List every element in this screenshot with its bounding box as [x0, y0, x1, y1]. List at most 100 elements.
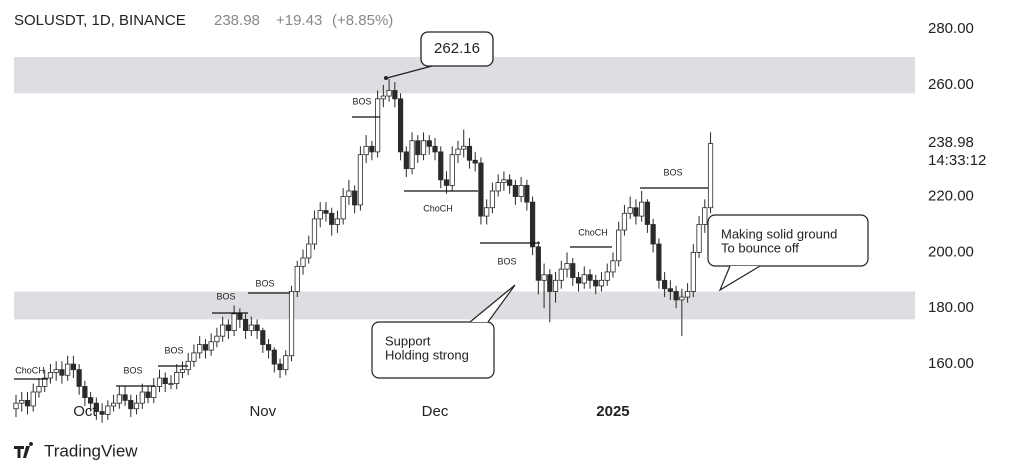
- candle-body: [679, 296, 685, 301]
- structure-label: BOS: [216, 291, 235, 301]
- candle-body: [334, 218, 341, 225]
- candle-body: [277, 363, 283, 371]
- note-box: [371, 321, 495, 379]
- candle-body: [524, 184, 530, 203]
- candle-body: [650, 224, 656, 245]
- candle-body: [110, 402, 117, 407]
- symbol-title: SOLUSDT, 1D, BINANCE: [14, 12, 186, 29]
- candle-body: [116, 394, 122, 404]
- note-text: Support: [385, 333, 431, 348]
- candle-body: [156, 377, 163, 387]
- candle-body: [288, 291, 295, 357]
- brand-name: TradingView: [44, 441, 138, 460]
- y-tick-label: 160.00: [928, 355, 974, 372]
- candle-body: [352, 190, 358, 206]
- structure-label: BOS: [497, 256, 516, 266]
- candle-body: [702, 207, 708, 225]
- candle-body: [587, 274, 593, 281]
- candle-body: [690, 251, 696, 292]
- y-tick-label: 200.00: [928, 243, 974, 260]
- candle-body: [65, 363, 71, 376]
- header-change: +19.43: [276, 12, 322, 29]
- candle-body: [329, 212, 335, 225]
- candle-body: [662, 279, 668, 290]
- candle-body: [656, 243, 662, 281]
- candle-body: [552, 279, 559, 292]
- candle-body: [432, 145, 438, 153]
- candle-body: [128, 399, 134, 410]
- candle-body: [443, 179, 450, 186]
- candle-body: [472, 159, 478, 164]
- candle-body: [162, 377, 168, 385]
- candle-body: [392, 90, 398, 100]
- candle-body: [420, 140, 427, 156]
- candle-body: [231, 313, 237, 331]
- last-price-label: 238.98: [928, 134, 974, 151]
- candle-body: [598, 279, 605, 287]
- candle-body: [30, 391, 36, 407]
- candle-body: [489, 190, 496, 209]
- candle-body: [260, 330, 266, 345]
- candle-body: [76, 369, 82, 387]
- structure-label: ChoCH: [578, 227, 608, 237]
- candle-body: [300, 257, 306, 267]
- candle-body: [346, 190, 352, 197]
- candle-body: [530, 201, 536, 248]
- structure-label: BOS: [123, 365, 142, 375]
- candle-body: [237, 313, 243, 320]
- y-tick-label: 280.00: [928, 20, 974, 37]
- x-tick-label: Oct: [73, 403, 97, 420]
- zones: [14, 56, 915, 320]
- candle-body: [461, 145, 467, 150]
- candle-body: [570, 263, 576, 278]
- candle-body: [449, 154, 455, 186]
- candle-body: [696, 224, 702, 253]
- candle-body: [133, 402, 140, 410]
- candle-body: [397, 98, 404, 153]
- candle-body: [214, 335, 220, 343]
- brand: TradingView: [14, 441, 138, 460]
- candle-body: [311, 218, 318, 245]
- candle-body: [179, 369, 186, 373]
- candle-body: [99, 411, 105, 415]
- candle-body: [283, 355, 289, 371]
- candle-body: [547, 274, 553, 292]
- candle-body: [271, 349, 277, 365]
- candle-body: [707, 143, 714, 209]
- candle-body: [197, 344, 203, 354]
- candle-body: [122, 394, 128, 401]
- candle-body: [105, 405, 111, 415]
- candle-body: [294, 265, 300, 292]
- candle-body: [455, 148, 461, 156]
- y-tick-label: 260.00: [928, 76, 974, 93]
- candle-body: [340, 196, 346, 220]
- candle-body: [541, 274, 547, 281]
- y-tick-label: 180.00: [928, 299, 974, 316]
- candle-body: [604, 271, 610, 281]
- candle-body: [633, 207, 639, 217]
- candle-body: [438, 151, 444, 181]
- candle-body: [518, 184, 524, 197]
- candle-body: [639, 201, 645, 217]
- candle-body: [42, 377, 48, 387]
- callout-label: 262.16: [434, 40, 480, 57]
- structure-label: BOS: [352, 96, 371, 106]
- candle-body: [403, 151, 409, 170]
- candle-body: [610, 260, 616, 273]
- candle-body: [317, 210, 323, 220]
- candle-body: [24, 399, 31, 407]
- candle-body: [507, 179, 513, 186]
- candle-body: [357, 154, 364, 206]
- candle-body: [59, 369, 65, 376]
- candle-body: [242, 319, 249, 331]
- candle-body: [644, 201, 651, 225]
- candle-body: [466, 145, 473, 161]
- candle-body: [191, 352, 197, 362]
- candle-body: [369, 145, 375, 153]
- note-pointer: [718, 265, 761, 292]
- candle-body: [501, 179, 507, 183]
- candle-body: [426, 140, 432, 147]
- candle-body: [575, 277, 582, 284]
- x-tick-label: Dec: [422, 403, 449, 420]
- structure-label: BOS: [255, 278, 274, 288]
